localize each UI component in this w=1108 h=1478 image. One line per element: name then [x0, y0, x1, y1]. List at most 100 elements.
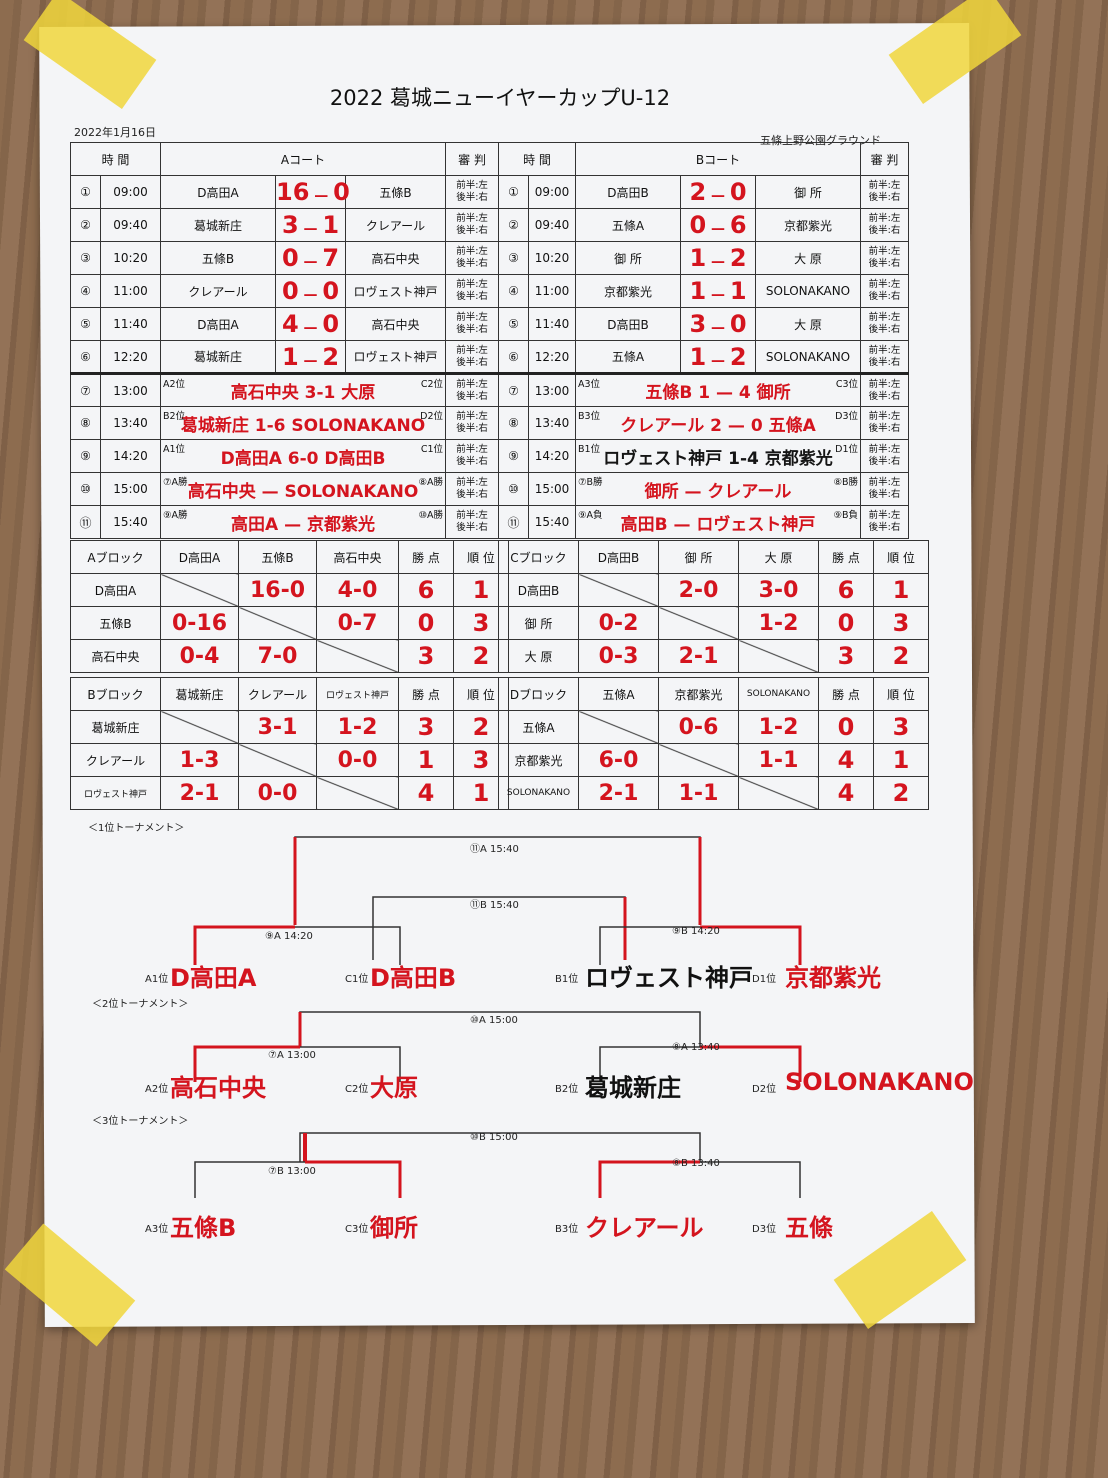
ref-first-half: 前半:左 — [456, 312, 488, 323]
t2-final-label: ⑩A 15:00 — [470, 1015, 518, 1026]
seed-left: A3位 — [578, 379, 601, 390]
home-team: D高田B — [575, 307, 682, 341]
rank: 2 — [873, 639, 929, 673]
referee-note: 前半:左 後半:右 — [445, 406, 500, 440]
ref-first-half: 前半:左 — [868, 444, 901, 455]
result-cell: 2-1 — [160, 776, 239, 810]
match-row: ⑥ 12:20 五條A 1 — 2 SOLONAKANO 前半:左 後半:右 — [498, 340, 910, 374]
home-score: 1 — [689, 277, 707, 305]
away-score: 1 — [322, 211, 340, 239]
ref-second-half: 後半:右 — [868, 522, 901, 533]
t2-team: 大原 — [370, 1074, 418, 1102]
semi-a-winner — [193, 925, 295, 965]
away-score: 0 — [729, 178, 747, 206]
t2-team: 高石中央 — [170, 1074, 266, 1102]
referee-note: 前半:左 後半:右 — [445, 307, 500, 341]
ref-first-half: 前半:左 — [456, 180, 488, 191]
t2-team: 葛城新庄 — [585, 1074, 681, 1102]
ref-first-half: 前半:左 — [456, 279, 488, 290]
match-time: 09:40 — [527, 208, 577, 242]
match-row: ③ 10:20 五條B 0 — 7 高石中央 前半:左 後半:右 — [70, 241, 500, 275]
block-row: SOLONAKANO 2-1 1-1 4 2 — [498, 776, 929, 810]
result-cell: 0-0 — [238, 776, 317, 810]
home-team: クレアール — [160, 274, 277, 308]
home-score: 0 — [281, 277, 299, 305]
t3-semi-a-winner — [305, 1160, 402, 1198]
result-cell: 2-1 — [578, 776, 659, 810]
team-name: 京都紫光 — [498, 743, 579, 777]
handwritten-result: 葛城新庄 1-6 SOLONAKANO — [180, 415, 426, 436]
handwritten-result: 高石中央 3-1 大原 — [230, 383, 376, 403]
result-cell: 0-2 — [578, 606, 659, 640]
score: 1 — 1 — [680, 274, 757, 308]
handwritten-result: 高田B — ロヴェスト神戸 — [620, 514, 816, 535]
rank-header: 順 位 — [873, 677, 929, 711]
t3-team: クレアール — [585, 1214, 704, 1242]
block-header: Cブロック D高田B 御 所大 原勝 点順 位 — [498, 540, 929, 574]
t2-seed: A2位 — [145, 1084, 169, 1095]
seed-left: A1位 — [163, 444, 186, 455]
handwritten-result: 高田A — 京都紫光 — [231, 514, 376, 535]
t2-seed: B2位 — [555, 1084, 579, 1095]
ref-second-half: 後半:右 — [456, 356, 488, 368]
away-score: 7 — [322, 244, 340, 272]
away-score: 0 — [322, 310, 340, 338]
playoff-match: ⑦A勝 ⑧A勝 高石中央 — SOLONAKANO — [160, 472, 447, 506]
home-team: D高田A — [160, 307, 277, 341]
seed-right: D2位 — [420, 411, 444, 422]
diagonal-cell — [578, 573, 659, 607]
referee-note: 前半:左 後半:右 — [445, 274, 500, 308]
ref-first-half: 前半:左 — [456, 444, 488, 455]
seed-right: ⑩A勝 — [418, 510, 444, 521]
t2-team: SOLONAKANO — [785, 1068, 974, 1096]
diagonal-cell — [658, 606, 739, 640]
semi-a-label: ⑨A 14:20 — [265, 931, 313, 942]
score-dash: — — [706, 287, 730, 303]
points: 0 — [818, 710, 874, 744]
rank: 3 — [873, 606, 929, 640]
t2-semi-a-label: ⑦A 13:00 — [268, 1050, 316, 1061]
diagonal-cell — [160, 710, 239, 744]
t3-team: 五條B — [170, 1214, 237, 1242]
ref-second-half: 後半:右 — [456, 225, 488, 236]
referee-note: 前半:左 後半:右 — [860, 241, 910, 275]
away-team: SOLONAKANO — [755, 340, 862, 374]
diagonal-cell — [658, 743, 739, 777]
block-team-header: 御 所 — [658, 540, 739, 574]
score-dash: — — [298, 320, 323, 336]
t2-seed: D2位 — [752, 1084, 777, 1095]
block-row: 御 所 0-2 1-2 0 3 — [498, 606, 929, 640]
t3-final-label: ⑩B 15:00 — [470, 1132, 518, 1143]
match-number: ⑥ — [498, 340, 529, 374]
block-header: Aブロック D高田A 五條B 高石中央勝 点順 位 — [70, 540, 509, 574]
match-row: ⑪ 15:40 ⑨A勝 ⑩A勝 高田A — 京都紫光 前半:左 後半:右 — [70, 505, 500, 539]
playoff-match: A1位 C1位 D高田A 6-0 D高田B — [160, 439, 447, 473]
ref-second-half: 後半:右 — [456, 291, 488, 302]
playoff-match: ⑨A負 ⑨B負 高田B — ロヴェスト神戸 — [575, 505, 862, 539]
match-row: ④ 11:00 京都紫光 1 — 1 SOLONAKANO 前半:左 後半:右 — [498, 274, 910, 308]
match-number: ⑪ — [70, 505, 101, 539]
score: 0 — 6 — [680, 208, 757, 242]
seed-left: B1位 — [578, 444, 601, 455]
ref-first-half: 前半:左 — [456, 246, 488, 257]
away-score: 0 — [729, 310, 747, 338]
points-header: 勝 点 — [398, 540, 454, 574]
ref-first-half: 前半:左 — [456, 213, 488, 224]
score: 2 — 0 — [680, 175, 757, 209]
match-time: 09:00 — [527, 175, 577, 209]
seed-left: ⑦B勝 — [578, 477, 603, 488]
result-cell: 4-0 — [316, 573, 399, 607]
t3-team: 御所 — [370, 1214, 418, 1242]
team-name: ロヴェスト神戸 — [70, 776, 161, 810]
team-name: 五條A — [498, 710, 579, 744]
t1-team: D高田A — [170, 964, 257, 992]
away-team: 五條B — [345, 175, 447, 209]
rank-header: 順 位 — [873, 540, 929, 574]
score-dash: — — [706, 188, 730, 204]
away-score: 0 — [322, 277, 340, 305]
ref-first-half: 前半:左 — [868, 246, 901, 257]
t1-seed: A1位 — [145, 974, 169, 985]
block-name: Bブロック — [70, 677, 161, 711]
match-number: ⑩ — [498, 472, 529, 506]
